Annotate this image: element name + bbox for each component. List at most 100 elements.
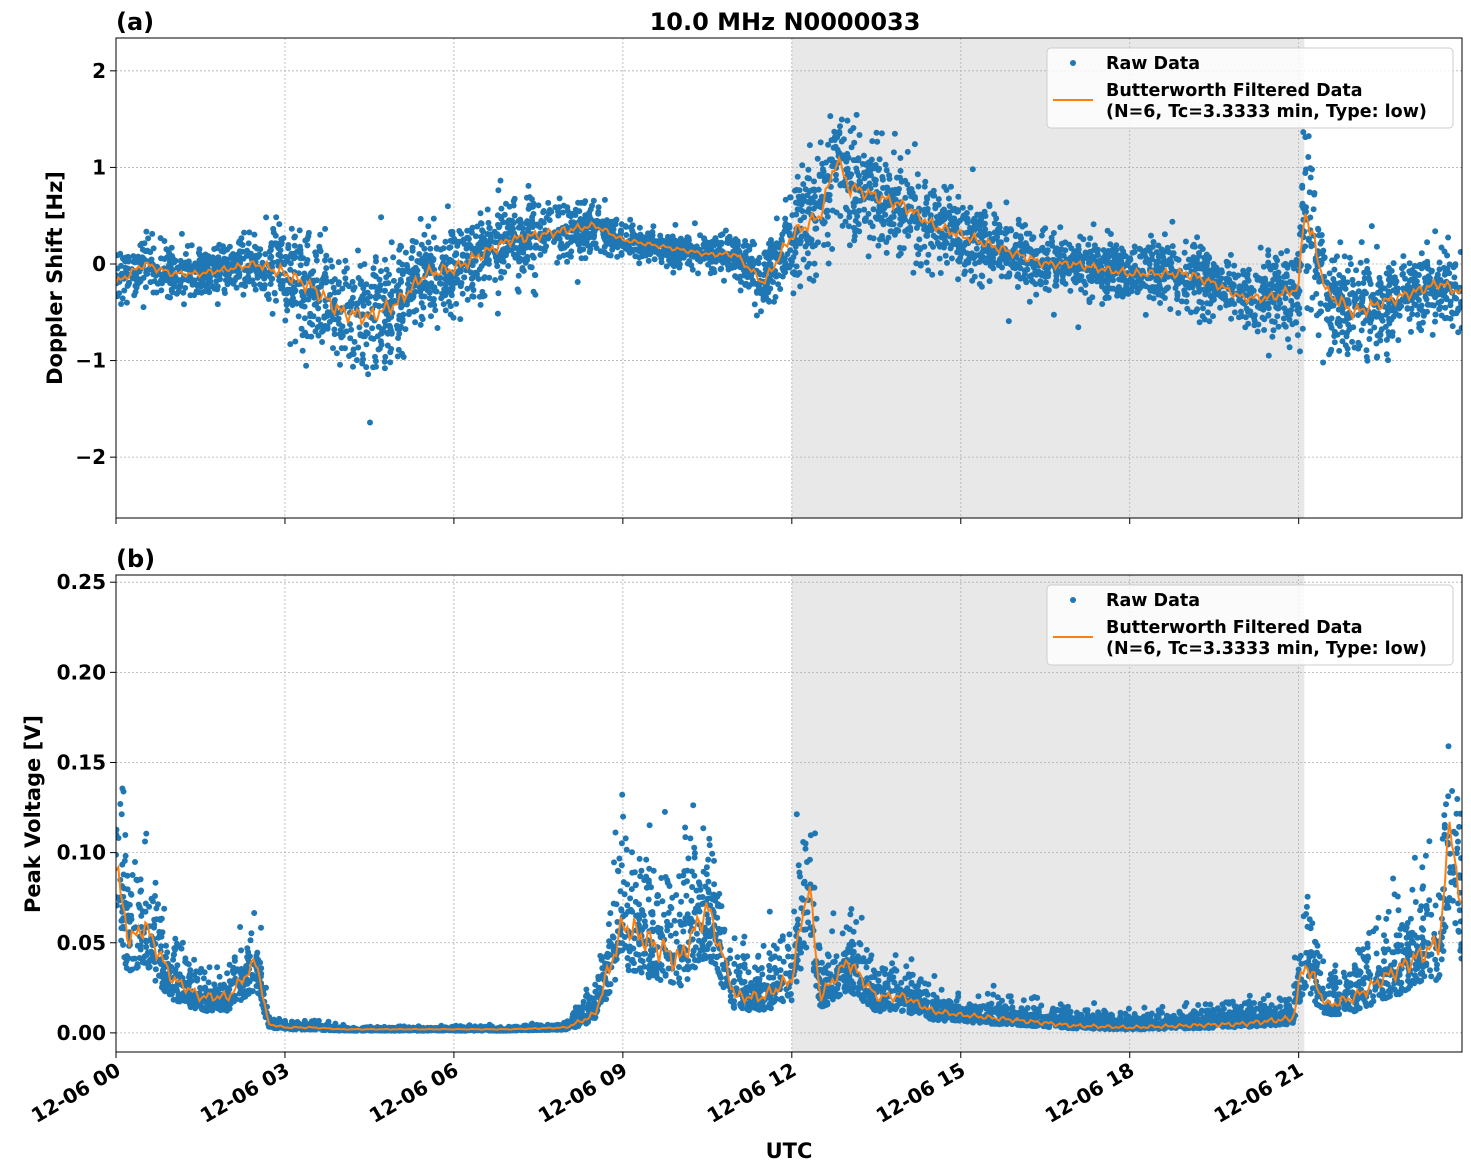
raw-point — [1155, 242, 1162, 249]
raw-point — [1134, 288, 1141, 295]
raw-point — [465, 234, 471, 241]
raw-point — [1188, 309, 1194, 316]
raw-point — [504, 224, 511, 231]
raw-point — [1102, 287, 1109, 293]
raw-point — [1336, 272, 1343, 278]
raw-point — [601, 218, 608, 225]
raw-point — [1218, 275, 1225, 282]
raw-point — [718, 265, 725, 272]
raw-point — [1242, 324, 1249, 331]
raw-point — [409, 247, 416, 254]
raw-point — [1008, 227, 1015, 234]
raw-point — [241, 229, 248, 236]
raw-point — [493, 258, 500, 265]
raw-point — [986, 278, 993, 285]
raw-point — [1404, 282, 1411, 289]
raw-point — [635, 248, 642, 255]
raw-point — [1038, 232, 1045, 239]
raw-point — [805, 199, 812, 205]
raw-point — [335, 289, 342, 296]
raw-point — [1310, 206, 1317, 213]
raw-point — [969, 166, 976, 173]
raw-point — [187, 292, 194, 299]
raw-point — [1328, 324, 1335, 331]
raw-point — [425, 239, 432, 246]
raw-point — [865, 253, 872, 260]
raw-point — [282, 317, 289, 324]
raw-point — [224, 246, 231, 253]
raw-point — [592, 981, 599, 988]
raw-point — [510, 219, 517, 226]
raw-point — [979, 248, 986, 255]
raw-point — [497, 274, 504, 281]
raw-point — [1174, 290, 1181, 297]
raw-point — [1181, 249, 1188, 256]
raw-point — [292, 338, 299, 345]
raw-point — [575, 199, 582, 206]
raw-point — [650, 223, 657, 230]
raw-point — [775, 272, 782, 279]
raw-point — [825, 260, 832, 267]
raw-point — [1102, 295, 1109, 302]
raw-point — [323, 252, 330, 259]
raw-point — [789, 212, 796, 219]
raw-point — [444, 203, 451, 210]
raw-point — [1230, 271, 1237, 278]
raw-point — [1424, 261, 1431, 268]
raw-point — [446, 244, 453, 251]
raw-point — [718, 241, 725, 248]
raw-point — [1089, 253, 1096, 260]
raw-point — [1312, 274, 1318, 281]
raw-point — [1087, 277, 1094, 284]
raw-point — [309, 289, 316, 296]
raw-point — [299, 332, 306, 339]
raw-point — [842, 218, 849, 225]
raw-point — [1408, 328, 1414, 335]
raw-point — [578, 255, 585, 262]
raw-point — [618, 250, 625, 256]
raw-point — [164, 293, 171, 300]
raw-point — [144, 270, 151, 277]
raw-point — [1020, 247, 1027, 254]
raw-point — [878, 215, 885, 221]
raw-point — [1075, 324, 1082, 331]
raw-point — [1305, 235, 1312, 242]
raw-point — [824, 241, 831, 248]
raw-point — [357, 298, 364, 305]
raw-point — [399, 350, 405, 357]
raw-point — [800, 181, 807, 188]
raw-point — [484, 206, 491, 213]
raw-point — [937, 211, 944, 218]
raw-point — [753, 312, 760, 319]
raw-point — [410, 266, 417, 273]
raw-point — [1282, 260, 1289, 267]
raw-point — [1443, 314, 1450, 321]
raw-point — [477, 301, 484, 308]
raw-point — [182, 251, 189, 257]
raw-point — [287, 341, 294, 348]
raw-point — [810, 205, 817, 212]
raw-point — [867, 219, 874, 226]
raw-point — [1432, 228, 1439, 235]
raw-point — [1341, 253, 1348, 260]
raw-point — [479, 227, 486, 234]
raw-point — [574, 238, 581, 245]
raw-point — [1328, 346, 1335, 353]
raw-point — [168, 286, 175, 293]
raw-point — [564, 204, 571, 211]
raw-point — [1392, 305, 1399, 312]
raw-point — [1237, 297, 1244, 304]
raw-point — [1402, 275, 1409, 282]
raw-point — [1406, 260, 1413, 267]
raw-point — [743, 280, 749, 287]
raw-point — [1367, 328, 1374, 335]
raw-point — [273, 214, 280, 221]
raw-point — [317, 283, 324, 290]
raw-point — [133, 284, 140, 291]
legend-box — [1046, 47, 1454, 129]
raw-point — [991, 229, 998, 236]
raw-point — [254, 274, 261, 281]
raw-point — [1305, 133, 1312, 140]
raw-point — [1352, 294, 1359, 301]
raw-point — [1384, 309, 1391, 316]
